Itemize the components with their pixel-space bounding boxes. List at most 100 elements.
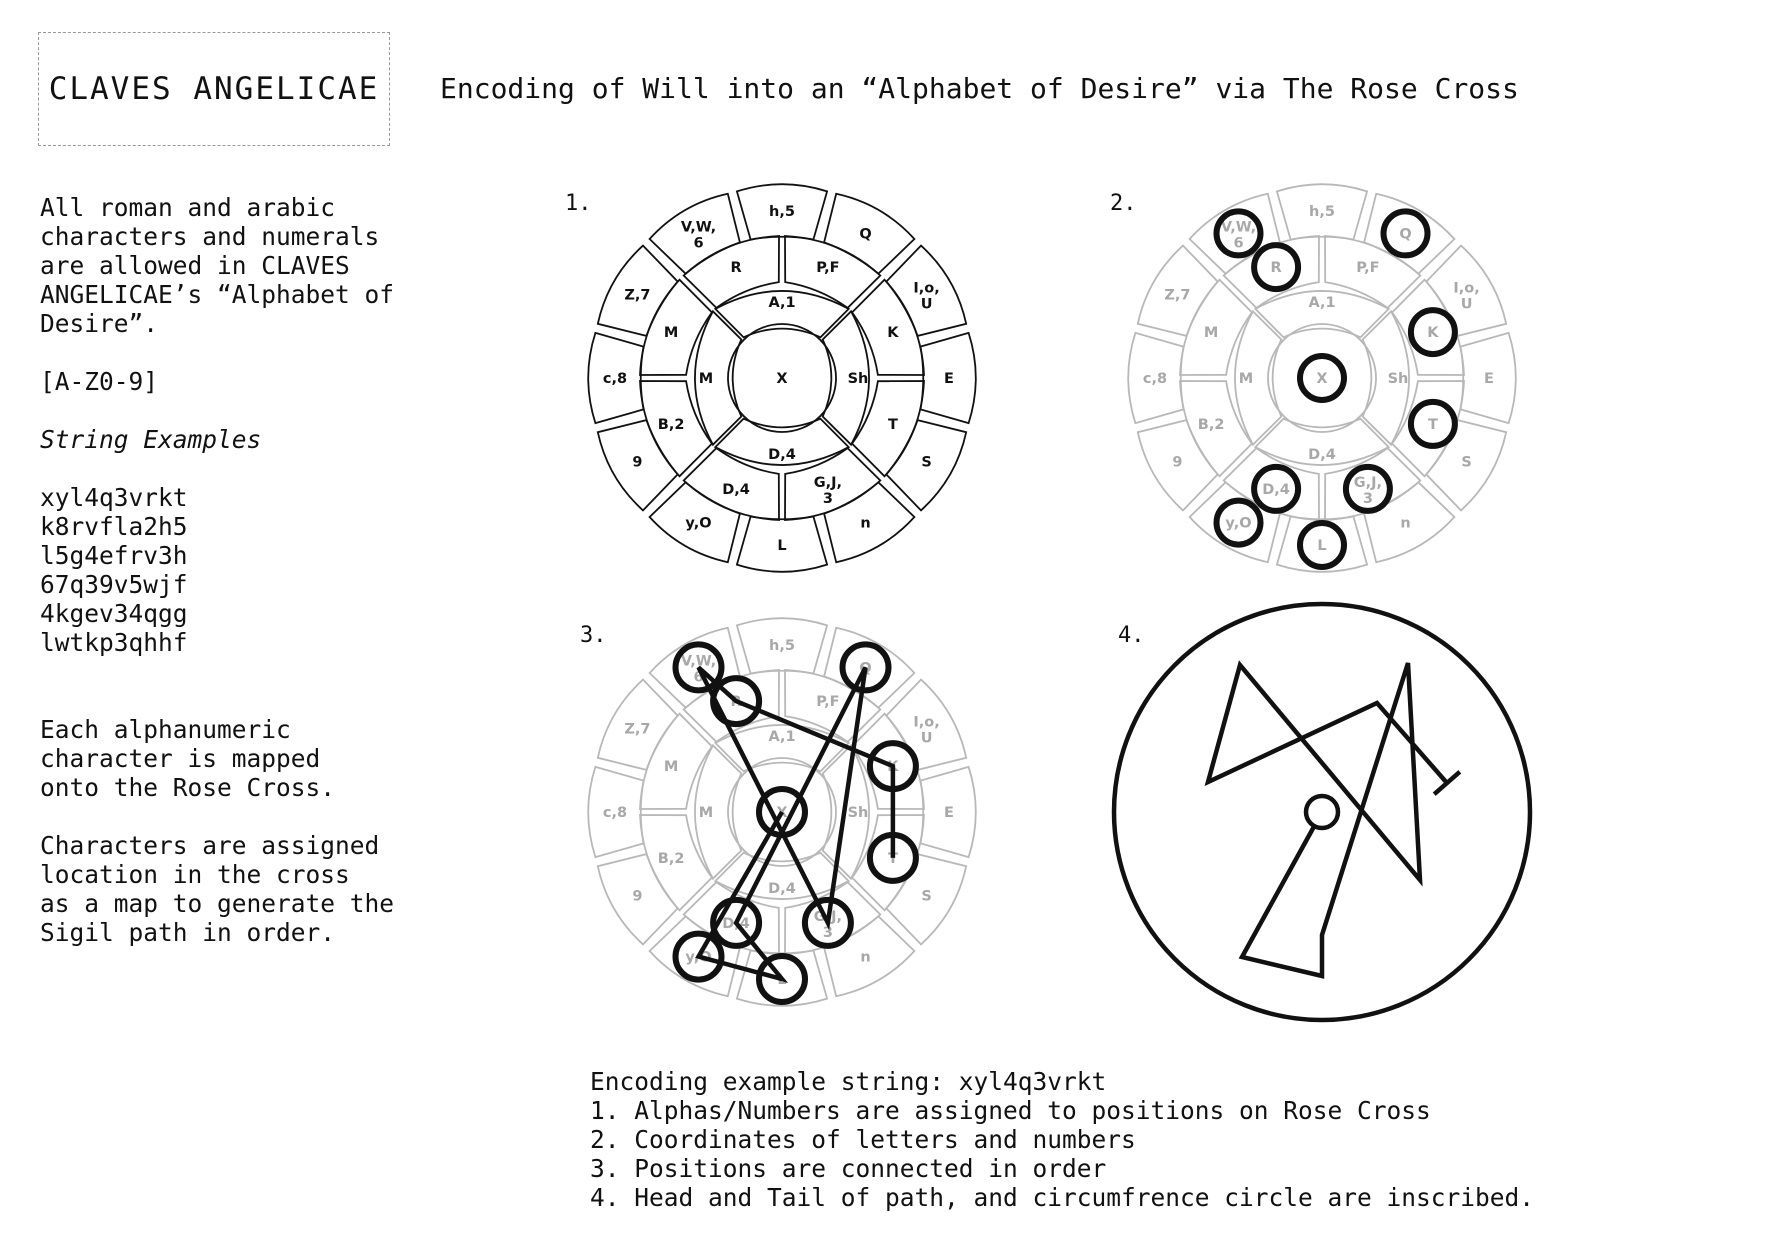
middle-cell bbox=[1222, 235, 1320, 310]
inner-cell bbox=[694, 309, 743, 447]
cell-label: P,F bbox=[1356, 260, 1379, 276]
coordinate-circle bbox=[672, 641, 725, 694]
cell-label: M bbox=[1239, 371, 1253, 387]
cell-label: S bbox=[921, 889, 931, 905]
coordinate-circle bbox=[1251, 242, 1302, 293]
cell-label: B,2 bbox=[1198, 417, 1225, 433]
cell-label: c,8 bbox=[1143, 371, 1167, 387]
cell-label: h,5 bbox=[769, 204, 795, 220]
cell-label: D,4 bbox=[1308, 447, 1336, 463]
cell-label: L bbox=[777, 538, 786, 554]
cell-label: h,5 bbox=[1309, 204, 1335, 220]
coordinate-circle bbox=[1251, 463, 1302, 514]
coordinate-circle bbox=[1380, 208, 1431, 259]
encoding-step: 2. Coordinates of letters and numbers bbox=[590, 1125, 1136, 1154]
inner-cell bbox=[713, 290, 851, 339]
middle-cell bbox=[784, 446, 882, 521]
middle-cell bbox=[1179, 278, 1254, 376]
inner-cell bbox=[1361, 309, 1410, 447]
example-string: k8rvfla2h5 bbox=[40, 512, 188, 541]
example-string: l5g4efrv3h bbox=[40, 541, 188, 570]
middle-cell bbox=[682, 880, 780, 955]
left-column: All roman and arabic characters and nume… bbox=[40, 193, 450, 947]
middle-cell bbox=[1390, 380, 1465, 478]
cell-label: E bbox=[944, 371, 954, 387]
coordinate-circle bbox=[672, 930, 725, 983]
cell-label: D,4 bbox=[722, 482, 750, 498]
inner-cell bbox=[821, 743, 870, 881]
middle-cell bbox=[850, 814, 925, 912]
coordinate-circle bbox=[710, 896, 763, 949]
cell-label: Z,7 bbox=[624, 722, 650, 738]
inner-cell bbox=[713, 851, 851, 900]
cell-label: M bbox=[664, 759, 678, 775]
coordinate-circle bbox=[1342, 463, 1393, 514]
cell-label: V,W, 6 bbox=[681, 653, 716, 685]
title-box: CLAVES ANGELICAE bbox=[38, 32, 390, 146]
cell-label: D,4 bbox=[1262, 482, 1290, 498]
encoding-step: 3. Positions are connected in order bbox=[590, 1154, 1107, 1183]
cell-label: 9 bbox=[632, 455, 642, 471]
coordinate-circle bbox=[1407, 307, 1458, 358]
panel-number: 4. bbox=[1118, 623, 1145, 648]
inner-cell bbox=[694, 743, 743, 881]
cell-label: G,J, 3 bbox=[1354, 475, 1382, 507]
cell-label: Z,7 bbox=[624, 288, 650, 304]
inner-cell bbox=[713, 417, 851, 466]
middle-cell bbox=[1222, 446, 1320, 521]
panel-number: 3. bbox=[580, 623, 607, 648]
cell-label: L bbox=[1317, 538, 1326, 554]
encoding-step: 4. Head and Tail of path, and circumfren… bbox=[590, 1183, 1535, 1212]
cell-label: c,8 bbox=[603, 805, 627, 821]
cell-label: h,5 bbox=[769, 638, 795, 654]
middle-cell bbox=[1390, 278, 1465, 376]
cell-label: G,J, 3 bbox=[814, 475, 842, 507]
middle-cell bbox=[639, 278, 714, 376]
cell-label: T bbox=[888, 417, 898, 433]
cell-label: A,1 bbox=[1308, 295, 1335, 311]
sigil-path bbox=[695, 665, 896, 983]
cell-label: E bbox=[1484, 371, 1494, 387]
middle-cell bbox=[1324, 446, 1422, 521]
cell-label: y,O bbox=[1225, 516, 1251, 532]
sigil-path bbox=[1204, 660, 1449, 979]
example-string: 67q39v5wjf bbox=[40, 570, 188, 599]
example-string: xyl4q3vrkt bbox=[40, 483, 188, 512]
cell-label: 9 bbox=[632, 889, 642, 905]
middle-cell bbox=[1179, 380, 1254, 478]
circumference-circle bbox=[1111, 601, 1533, 1023]
cell-label: Z,7 bbox=[1164, 288, 1190, 304]
cell-label: V,W, 6 bbox=[681, 219, 716, 251]
cell-label: M bbox=[699, 805, 713, 821]
cell-label: R bbox=[1271, 260, 1282, 276]
coordinate-circle bbox=[839, 641, 892, 694]
middle-cell bbox=[850, 712, 925, 810]
cell-label: A,1 bbox=[768, 729, 795, 745]
center-circle bbox=[1267, 323, 1377, 433]
head-circle bbox=[1303, 793, 1341, 831]
cell-label: P,F bbox=[816, 260, 839, 276]
encoding-notes: Encoding example string: xyl4q3vrkt 1. A… bbox=[590, 1067, 1534, 1212]
cell-label: y,O bbox=[685, 516, 711, 532]
middle-cell bbox=[784, 235, 882, 310]
cell-label: T bbox=[888, 851, 898, 867]
cell-label: n bbox=[860, 516, 870, 532]
cell-label: A,1 bbox=[768, 295, 795, 311]
center-circle bbox=[727, 757, 837, 867]
examples-heading: String Examples bbox=[40, 425, 262, 454]
cell-label: K bbox=[1427, 325, 1439, 341]
coordinate-circle bbox=[756, 953, 808, 1005]
coordinate-circle bbox=[1407, 398, 1458, 449]
cell-label: Q bbox=[1399, 226, 1411, 242]
middle-cell bbox=[639, 380, 714, 478]
cell-label: S bbox=[921, 455, 931, 471]
cell-label: D,4 bbox=[768, 881, 796, 897]
cell-label: D,4 bbox=[768, 447, 796, 463]
cell-label: I,o, U bbox=[1453, 281, 1479, 313]
middle-cell bbox=[639, 712, 714, 810]
cell-label: X bbox=[1316, 371, 1327, 387]
cell-label: S bbox=[1461, 455, 1471, 471]
cell-label: c,8 bbox=[603, 371, 627, 387]
cell-label: Q bbox=[859, 226, 871, 242]
